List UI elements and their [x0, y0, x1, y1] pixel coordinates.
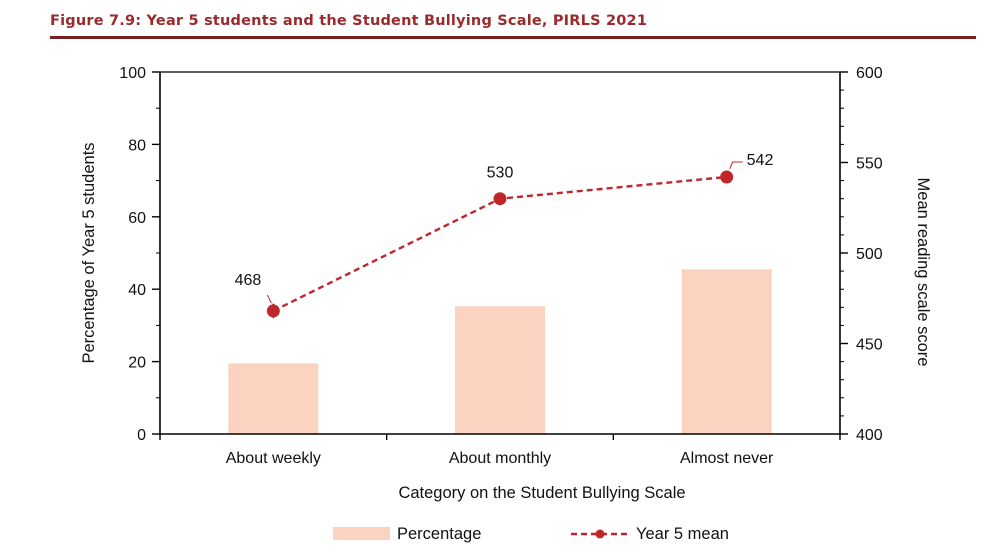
left-tick-label-5: 100	[119, 65, 146, 82]
data-label-1: 530	[487, 165, 514, 182]
label-leader-2	[729, 161, 743, 170]
bar-0	[228, 363, 319, 434]
x-tick-label-0: About weekly	[226, 450, 321, 467]
left-tick-label-0: 0	[137, 427, 146, 444]
mean-point-2	[720, 170, 734, 184]
bar-1	[455, 306, 545, 434]
left-axis-title: Percentage of Year 5 students	[80, 142, 98, 363]
bar-2	[681, 269, 772, 434]
mean-point-1	[493, 192, 507, 206]
left-tick-label-3: 60	[128, 210, 146, 227]
right-tick-label-4: 600	[856, 65, 883, 82]
x-tick-label-1: About monthly	[449, 450, 551, 467]
right-tick-label-3: 550	[856, 156, 883, 173]
right-tick-label-2: 500	[856, 246, 883, 263]
right-tick-label-1: 450	[856, 337, 883, 354]
label-leader-0	[266, 294, 272, 304]
left-tick-label-1: 20	[128, 355, 146, 372]
legend-swatch-point	[595, 529, 605, 539]
left-tick-label-2: 40	[128, 282, 146, 299]
title-rule	[50, 36, 976, 39]
figure-title: Figure 7.9: Year 5 students and the Stud…	[50, 13, 648, 29]
x-axis-title: Category on the Student Bullying Scale	[398, 484, 685, 502]
x-tick-label-2: Almost never	[680, 450, 774, 467]
legend-label-mean: Year 5 mean	[636, 525, 729, 543]
data-label-0: 468	[235, 272, 262, 289]
legend-label-percentage: Percentage	[397, 525, 481, 543]
left-tick-label-4: 80	[128, 137, 146, 154]
legend-swatch-percentage	[333, 527, 390, 540]
data-label-2: 542	[747, 152, 774, 169]
mean-point-0	[266, 304, 280, 318]
right-tick-label-0: 400	[856, 427, 883, 444]
right-axis-title: Mean reading scale score	[914, 178, 932, 367]
